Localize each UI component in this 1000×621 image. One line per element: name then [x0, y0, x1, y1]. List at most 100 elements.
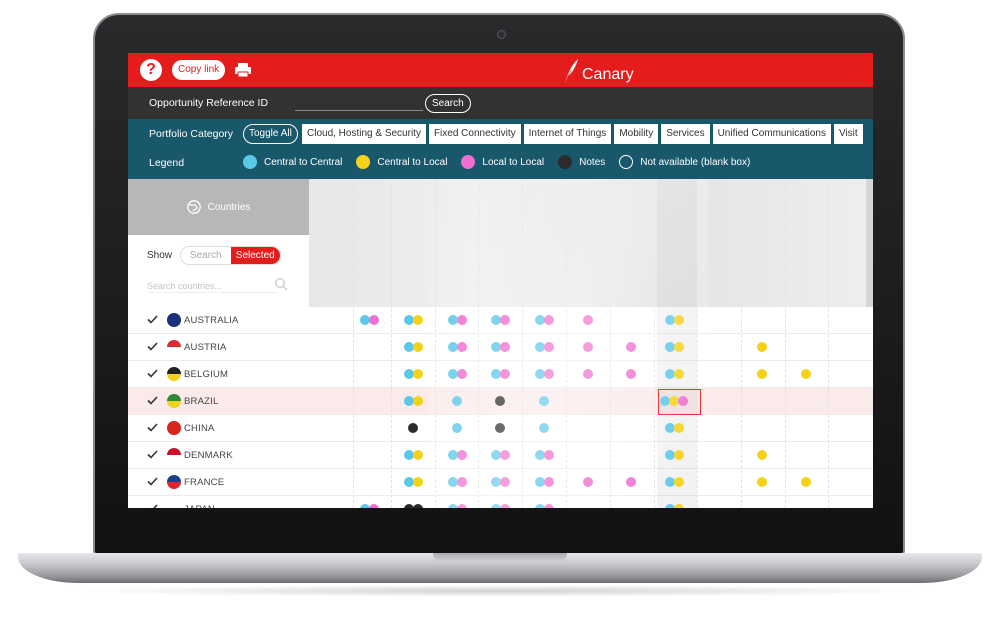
check-icon[interactable] [147, 369, 158, 378]
tab-mobility[interactable]: Mobility [614, 124, 659, 144]
status-dot [626, 342, 636, 352]
matrix-cell[interactable] [583, 477, 593, 487]
printer-icon[interactable] [234, 61, 252, 79]
show-search-option[interactable]: Search [189, 250, 222, 261]
matrix-cell[interactable] [403, 504, 423, 508]
matrix-cell[interactable] [534, 369, 554, 379]
matrix-cell[interactable] [490, 504, 510, 508]
matrix-cell[interactable] [664, 315, 684, 325]
matrix-cell[interactable] [534, 477, 554, 487]
country-row[interactable]: JAPAN [128, 496, 873, 508]
matrix-cell[interactable] [403, 315, 423, 325]
matrix-cell[interactable] [490, 477, 510, 487]
country-row[interactable]: AUSTRALIA [128, 307, 873, 334]
question-circle-icon[interactable]: ? [140, 59, 162, 81]
matrix-cell[interactable] [447, 369, 467, 379]
matrix-cell[interactable] [495, 396, 505, 406]
check-icon[interactable] [147, 396, 158, 405]
matrix-cell[interactable] [757, 369, 767, 379]
legend-dot [356, 155, 371, 169]
matrix-cell[interactable] [359, 504, 379, 508]
matrix-cell[interactable] [539, 396, 549, 406]
check-icon[interactable] [147, 423, 158, 432]
country-row[interactable]: BELGIUM [128, 361, 873, 388]
tab-services[interactable]: Services [661, 124, 710, 144]
matrix-cell[interactable] [447, 504, 467, 508]
matrix-cell[interactable] [757, 342, 767, 352]
matrix-cell[interactable] [664, 450, 684, 460]
check-icon[interactable] [147, 450, 158, 459]
tab-visit[interactable]: Visit [833, 124, 863, 144]
search-icon[interactable] [274, 277, 288, 291]
country-row[interactable]: FRANCE [128, 469, 873, 496]
matrix-cell[interactable] [495, 423, 505, 433]
matrix-cell[interactable] [359, 315, 379, 325]
scrollbar[interactable] [866, 179, 873, 307]
matrix-cell[interactable] [626, 369, 636, 379]
matrix-cell[interactable] [452, 396, 462, 406]
show-selected-option[interactable]: Selected [230, 247, 280, 264]
status-dot [801, 477, 811, 487]
copy-link-button[interactable]: Copy link [172, 60, 226, 80]
search-button[interactable]: Search [425, 94, 471, 113]
matrix-cell[interactable] [490, 369, 510, 379]
tab-internet-of-things[interactable]: Internet of Things [523, 124, 612, 144]
portfolio-tabs: Cloud, Hosting & Security Fixed Connecti… [302, 124, 863, 144]
matrix-cell[interactable] [447, 315, 467, 325]
matrix-cell[interactable] [757, 450, 767, 460]
matrix-cell[interactable] [664, 342, 684, 352]
check-icon[interactable] [147, 504, 158, 508]
status-dot [757, 450, 767, 460]
reference-id-input[interactable] [295, 98, 423, 111]
matrix-cell[interactable] [403, 342, 423, 352]
matrix-cell[interactable] [583, 342, 593, 352]
matrix-cell[interactable] [447, 450, 467, 460]
matrix-cell[interactable] [490, 450, 510, 460]
matrix-cell[interactable] [403, 369, 423, 379]
status-dot [539, 423, 549, 433]
matrix-cell[interactable] [403, 450, 423, 460]
status-dot [539, 396, 549, 406]
tab-cloud-hosting-security[interactable]: Cloud, Hosting & Security [302, 124, 426, 144]
country-row[interactable]: AUSTRIA [128, 334, 873, 361]
matrix-cell[interactable] [408, 423, 418, 433]
matrix-cell[interactable] [490, 315, 510, 325]
tab-fixed-connectivity[interactable]: Fixed Connectivity [428, 124, 521, 144]
selected-cell[interactable] [658, 389, 701, 415]
matrix-cell[interactable] [664, 504, 684, 508]
matrix-cell[interactable] [534, 504, 554, 508]
check-icon[interactable] [147, 315, 158, 324]
matrix-cell[interactable] [583, 369, 593, 379]
matrix-cell[interactable] [664, 477, 684, 487]
country-search-input[interactable] [147, 279, 277, 293]
matrix-cell[interactable] [403, 396, 423, 406]
matrix-cell[interactable] [801, 477, 811, 487]
matrix-cell[interactable] [490, 342, 510, 352]
matrix-cell[interactable] [403, 477, 423, 487]
tab-unified-communications[interactable]: Unified Communications [712, 124, 831, 144]
matrix-cell[interactable] [583, 315, 593, 325]
toggle-all-button[interactable]: Toggle All [243, 124, 298, 144]
matrix-cell[interactable] [447, 477, 467, 487]
matrix-cell[interactable] [539, 423, 549, 433]
matrix-cell[interactable] [801, 369, 811, 379]
check-icon[interactable] [147, 477, 158, 486]
matrix-cell[interactable] [626, 342, 636, 352]
status-dot [499, 477, 510, 487]
matrix-cell[interactable] [664, 369, 684, 379]
matrix-cell[interactable] [626, 477, 636, 487]
flag-icon [167, 448, 181, 462]
matrix-cell[interactable] [452, 423, 462, 433]
country-name: AUSTRALIA [184, 315, 239, 326]
matrix-cell[interactable] [660, 396, 688, 406]
matrix-cell[interactable] [534, 315, 554, 325]
check-icon[interactable] [147, 342, 158, 351]
matrix-cell[interactable] [534, 342, 554, 352]
matrix-cell[interactable] [757, 477, 767, 487]
matrix-cell[interactable] [664, 423, 684, 433]
country-row[interactable]: DENMARK [128, 442, 873, 469]
country-row[interactable]: CHINA [128, 415, 873, 442]
countries-header: Countries [128, 179, 309, 235]
matrix-cell[interactable] [534, 450, 554, 460]
matrix-cell[interactable] [447, 342, 467, 352]
